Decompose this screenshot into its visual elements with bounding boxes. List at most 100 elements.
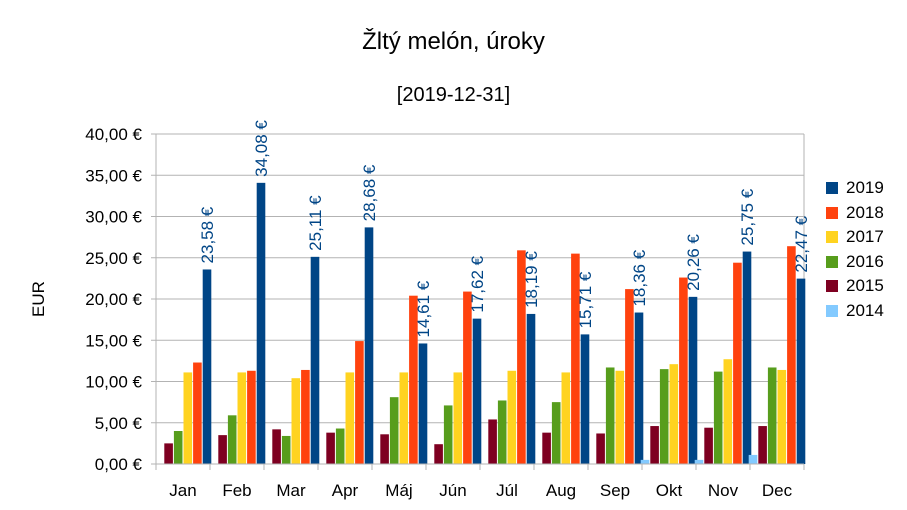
x-tick-label: Feb bbox=[222, 481, 251, 500]
data-label: 17,62 € bbox=[468, 255, 487, 312]
bar bbox=[777, 369, 787, 464]
x-tick-label: Máj bbox=[385, 481, 412, 500]
bar bbox=[551, 402, 561, 464]
bar bbox=[713, 371, 723, 464]
legend-item: 2018 bbox=[826, 201, 884, 226]
bar bbox=[723, 359, 733, 464]
bar bbox=[615, 370, 625, 464]
bar bbox=[542, 432, 551, 464]
y-tick-label: 25,00 € bbox=[85, 249, 142, 268]
bar bbox=[310, 256, 320, 464]
y-tick-label: 0,00 € bbox=[95, 455, 143, 474]
legend-swatch bbox=[826, 206, 838, 219]
x-tick-label: Nov bbox=[708, 481, 739, 500]
bar bbox=[237, 372, 247, 464]
bar bbox=[488, 419, 497, 464]
bar bbox=[345, 372, 355, 464]
y-tick-label: 40,00 € bbox=[85, 125, 142, 144]
legend-label: 2019 bbox=[846, 178, 884, 198]
legend-label: 2016 bbox=[846, 251, 884, 271]
bar bbox=[472, 318, 482, 464]
y-axis-label: EUR bbox=[29, 281, 48, 317]
legend-item: 2014 bbox=[826, 299, 884, 324]
bar bbox=[399, 372, 409, 464]
bar bbox=[669, 364, 679, 464]
bar bbox=[659, 369, 669, 464]
bar bbox=[443, 405, 453, 464]
bar bbox=[571, 253, 580, 464]
legend-item: 2016 bbox=[826, 250, 884, 275]
x-tick-label: Júl bbox=[496, 481, 518, 500]
bar bbox=[634, 312, 644, 464]
bar bbox=[247, 370, 256, 464]
legend-label: 2018 bbox=[846, 202, 884, 222]
bar bbox=[183, 372, 193, 464]
bar bbox=[758, 426, 767, 464]
bar bbox=[526, 313, 536, 464]
bar bbox=[767, 367, 777, 464]
bar bbox=[173, 431, 183, 464]
bar bbox=[227, 415, 237, 464]
bar bbox=[463, 291, 472, 464]
chart-title: Žltý melón, úroky bbox=[362, 28, 545, 55]
x-tick-label: Jan bbox=[169, 481, 196, 500]
legend-swatch bbox=[826, 231, 838, 244]
bar bbox=[291, 378, 301, 464]
bar bbox=[272, 429, 281, 464]
bar bbox=[389, 397, 399, 464]
bar bbox=[625, 289, 634, 464]
bar bbox=[733, 262, 742, 464]
x-tick-label: Apr bbox=[332, 481, 359, 500]
y-tick-label: 5,00 € bbox=[95, 414, 143, 433]
bar bbox=[281, 435, 291, 464]
bar bbox=[355, 341, 364, 464]
bar bbox=[335, 428, 345, 464]
x-tick-label: Mar bbox=[276, 481, 306, 500]
legend-label: 2017 bbox=[846, 227, 884, 247]
legend-label: 2015 bbox=[846, 276, 884, 296]
legend-swatch bbox=[826, 182, 838, 195]
data-label: 20,26 € bbox=[684, 234, 703, 291]
bar bbox=[326, 432, 335, 464]
bar bbox=[742, 251, 752, 464]
data-label: 25,11 € bbox=[306, 195, 325, 251]
data-label: 14,61 € bbox=[414, 280, 433, 337]
data-label: 28,68 € bbox=[360, 164, 379, 221]
bar bbox=[561, 372, 571, 464]
data-label: 18,19 € bbox=[522, 251, 541, 308]
bar bbox=[580, 334, 590, 464]
chart-subtitle: [2019-12-31] bbox=[396, 84, 511, 106]
bar bbox=[301, 369, 310, 464]
x-tick-label: Aug bbox=[546, 481, 576, 500]
x-tick-label: Okt bbox=[656, 481, 683, 500]
x-tick-label: Jún bbox=[439, 481, 466, 500]
data-label: 34,08 € bbox=[252, 120, 271, 177]
legend: 2019 2018 2017 2016 2015 2014 bbox=[826, 176, 884, 323]
data-label: 15,71 € bbox=[576, 271, 595, 328]
x-tick-label: Sep bbox=[600, 481, 630, 500]
bar bbox=[380, 434, 389, 464]
bar bbox=[596, 433, 605, 464]
bar bbox=[164, 443, 173, 464]
bar bbox=[434, 444, 443, 464]
bar bbox=[507, 370, 517, 464]
bar bbox=[453, 372, 463, 464]
legend-swatch bbox=[826, 255, 838, 268]
legend-label: 2014 bbox=[846, 300, 884, 320]
bar bbox=[202, 269, 212, 464]
bar bbox=[256, 182, 266, 464]
data-label: 23,58 € bbox=[198, 206, 217, 263]
y-tick-label: 10,00 € bbox=[85, 373, 142, 392]
legend-item: 2017 bbox=[826, 225, 884, 250]
bar bbox=[748, 454, 758, 464]
bar bbox=[650, 426, 659, 464]
y-tick-label: 15,00 € bbox=[85, 331, 142, 350]
bar bbox=[694, 459, 704, 464]
bar bbox=[679, 277, 688, 464]
bar bbox=[193, 362, 202, 464]
data-label: 25,75 € bbox=[738, 188, 757, 245]
bar bbox=[704, 427, 713, 464]
bar bbox=[787, 246, 796, 464]
